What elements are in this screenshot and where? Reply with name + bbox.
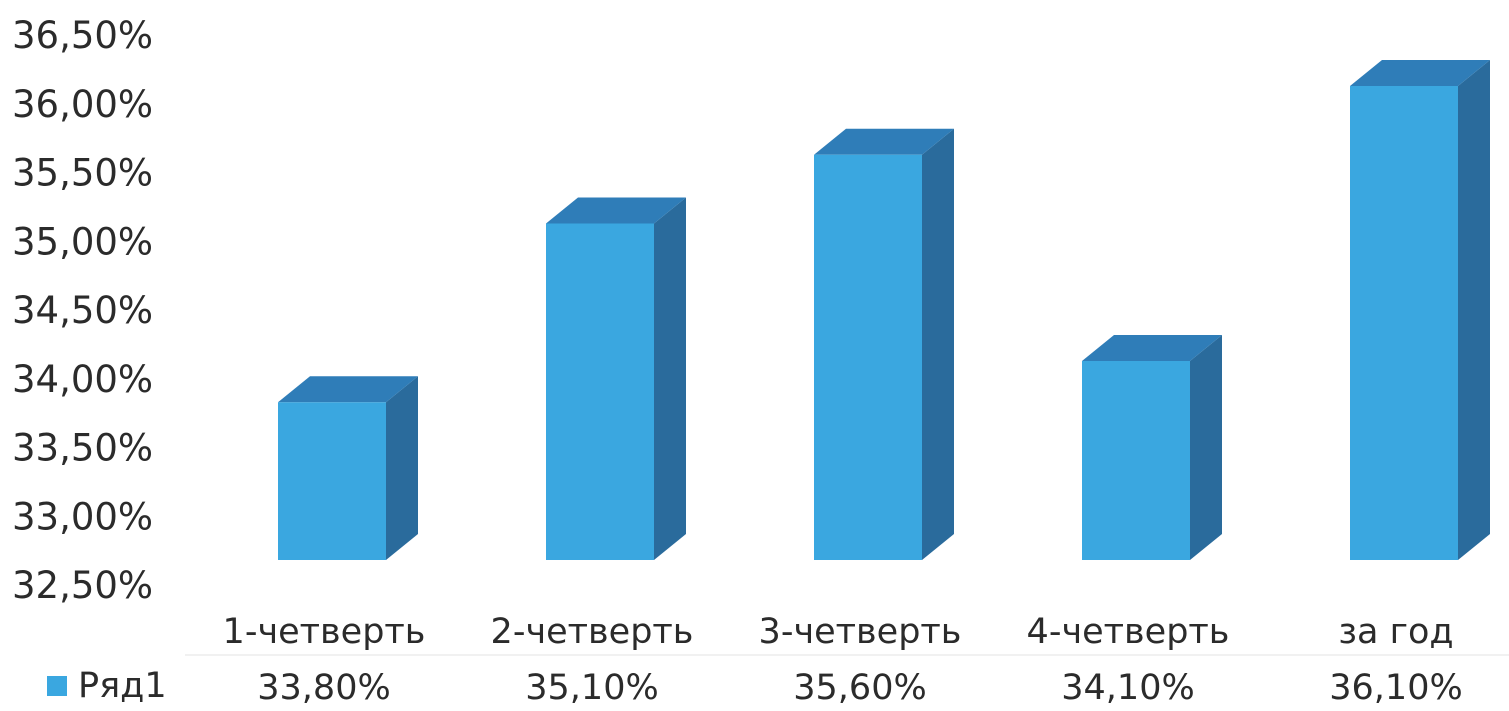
value-labels: 33,80% 35,10% 35,60% 34,10% 36,10% xyxy=(257,668,1462,708)
category-label: 2-четверть xyxy=(491,612,694,652)
bar-front-face xyxy=(546,223,654,560)
y-tick-label: 34,00% xyxy=(12,358,153,401)
bar-front-face xyxy=(1350,86,1458,560)
data-table: Ряд1 xyxy=(47,654,1509,706)
bar-front-face xyxy=(1082,361,1190,560)
bar-front-face xyxy=(278,402,386,560)
bar-top-face xyxy=(1082,335,1222,361)
y-tick-label: 33,00% xyxy=(12,495,153,538)
category-label: 4-четверть xyxy=(1027,612,1230,652)
bar-side-face xyxy=(1458,60,1490,560)
y-tick-label: 35,00% xyxy=(12,220,153,263)
category-label: 3-четверть xyxy=(759,612,962,652)
bar xyxy=(814,128,954,560)
bar-side-face xyxy=(386,376,418,560)
bar-side-face xyxy=(654,197,686,560)
bar-top-face xyxy=(546,197,686,224)
legend-label: Ряд1 xyxy=(78,666,167,706)
y-tick-label: 32,50% xyxy=(12,564,153,607)
y-tick-label: 34,50% xyxy=(12,289,153,332)
bar-front-face xyxy=(814,154,922,560)
category-label: за год xyxy=(1338,612,1453,652)
y-tick-label: 35,50% xyxy=(12,152,153,195)
bar-top-face xyxy=(814,128,954,155)
value-label: 35,60% xyxy=(793,668,926,708)
value-label: 33,80% xyxy=(257,668,390,708)
category-label: 1-четверть xyxy=(223,612,426,652)
bar-top-face xyxy=(1350,60,1490,86)
y-tick-label: 36,50% xyxy=(12,14,153,57)
legend-swatch xyxy=(47,676,67,696)
value-label: 36,10% xyxy=(1329,668,1462,708)
y-tick-label: 36,00% xyxy=(12,83,153,126)
bar xyxy=(1082,335,1222,560)
bar-side-face xyxy=(1190,335,1222,560)
value-label: 35,10% xyxy=(525,668,658,708)
y-tick-label: 33,50% xyxy=(12,427,153,470)
bars-group xyxy=(278,60,1490,560)
bar-side-face xyxy=(922,128,954,560)
category-labels: 1-четверть 2-четверть 3-четверть 4-четверть… xyxy=(223,612,1454,652)
bar xyxy=(546,197,686,560)
bar xyxy=(1350,60,1490,560)
value-label: 34,10% xyxy=(1061,668,1194,708)
bar xyxy=(278,376,418,560)
y-axis: 32,50% 33,00% 33,50% 34,00% 34,50% 35,00% 35,5… xyxy=(12,14,153,607)
bar-top-face xyxy=(278,376,418,403)
